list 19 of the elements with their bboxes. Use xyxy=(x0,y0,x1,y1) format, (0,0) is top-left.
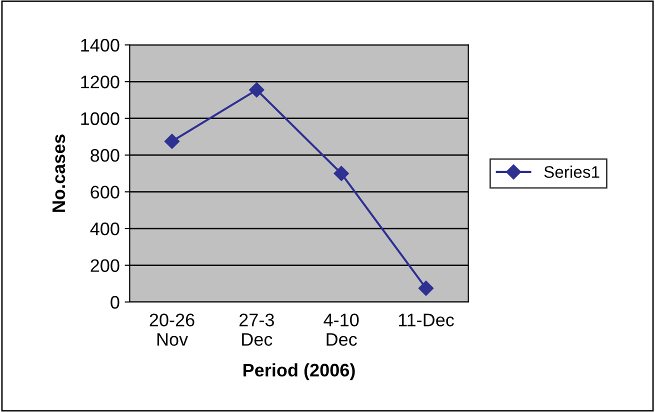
y-tick-label: 1000 xyxy=(81,112,120,126)
y-tick-label: 200 xyxy=(90,259,120,272)
y-tick-label: 1200 xyxy=(81,76,120,88)
x-tick-label: 11-Dec xyxy=(398,314,454,326)
point xyxy=(418,280,434,296)
x-tick-label: 27-3 Dec xyxy=(240,314,274,346)
point xyxy=(334,166,349,182)
y-tick-label: 800 xyxy=(90,149,120,162)
y-tick-label: 400 xyxy=(90,222,120,236)
y-tick-label: 600 xyxy=(90,186,120,199)
point xyxy=(249,82,264,98)
point xyxy=(164,134,180,149)
y-tick-label: 0 xyxy=(110,296,120,309)
legend-label: Series1 xyxy=(544,166,600,178)
y-axis-title: No.cases xyxy=(52,134,66,212)
x-tick-label: 4-10 Dec xyxy=(324,314,359,346)
x-tick-label: 20-26 Nov xyxy=(150,314,194,346)
x-axis-title: Period (2006) xyxy=(244,363,355,380)
y-tick-label: 1400 xyxy=(81,38,120,52)
